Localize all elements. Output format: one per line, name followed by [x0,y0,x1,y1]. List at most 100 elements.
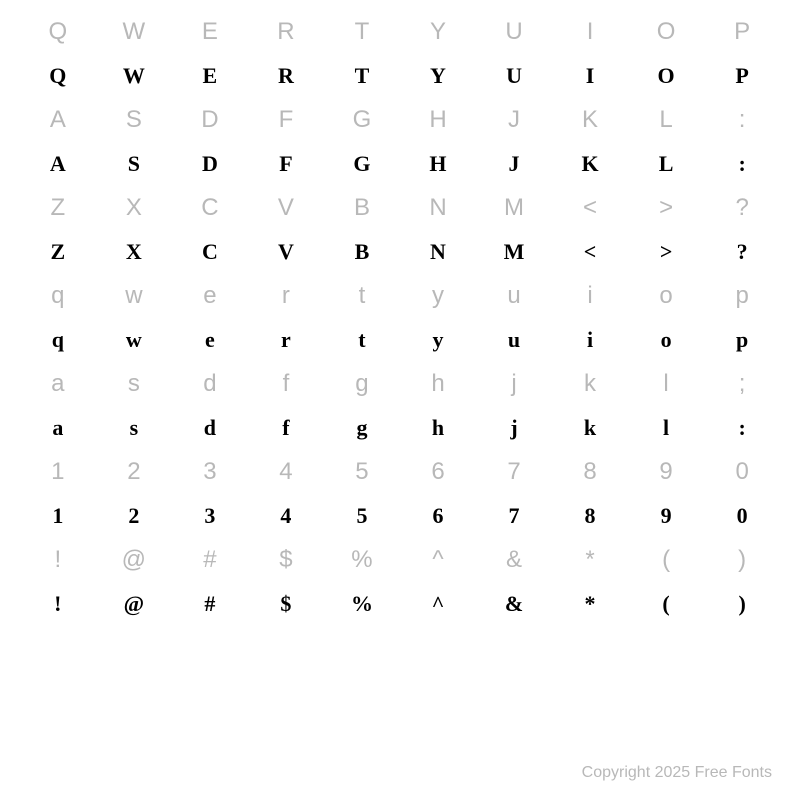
sample-glyph: : [738,142,745,186]
reference-glyph: t [359,274,366,318]
glyph-cell: @ [100,582,168,626]
sample-glyph: O [658,54,675,98]
reference-glyph: g [355,362,368,406]
glyph-row: A S D F G H J K L : [20,142,780,186]
sample-glyph: 7 [509,494,520,538]
glyph-row: q w e r t y u i o p [20,318,780,362]
glyph-row: a s d f g h j k l : [20,406,780,450]
sample-glyph: ? [737,230,748,274]
reference-glyph: 8 [583,450,596,494]
glyph-cell: r [252,318,320,362]
glyph-cell: M [480,186,548,230]
glyph-cell: Z [24,186,92,230]
sample-glyph: 0 [737,494,748,538]
sample-glyph: ) [738,582,745,626]
glyph-cell: 4 [252,450,320,494]
glyph-cell: ; [708,362,776,406]
glyph-cell: 8 [556,450,624,494]
glyph-cell: T [328,10,396,54]
reference-glyph: F [279,98,294,142]
reference-glyph: O [657,10,676,54]
reference-glyph: P [734,10,750,54]
glyph-cell: C [176,186,244,230]
glyph-cell: l [632,362,700,406]
glyph-cell: C [176,230,244,274]
glyph-cell: G [328,98,396,142]
glyph-cell: < [556,186,624,230]
glyph-cell: L [632,142,700,186]
reference-glyph: D [201,98,218,142]
glyph-cell: ? [708,230,776,274]
reference-glyph: ^ [432,538,443,582]
reference-glyph: M [504,186,524,230]
reference-glyph: % [351,538,372,582]
sample-glyph: p [736,318,748,362]
sample-glyph: j [510,406,517,450]
reference-glyph: B [354,186,370,230]
reference-glyph: e [203,274,216,318]
glyph-cell: $ [252,582,320,626]
glyph-cell: ) [708,538,776,582]
glyph-cell: d [176,406,244,450]
reference-glyph: C [201,186,218,230]
sample-glyph: * [585,582,596,626]
reference-glyph: R [277,10,294,54]
glyph-cell: ! [24,582,92,626]
glyph-cell: % [328,582,396,626]
reference-glyph: W [123,10,146,54]
glyph-cell: ) [708,582,776,626]
glyph-cell: h [404,406,472,450]
glyph-cell: f [252,406,320,450]
sample-glyph: H [429,142,446,186]
sample-glyph: @ [124,582,144,626]
glyph-cell: Y [404,54,472,98]
reference-glyph: Y [430,10,446,54]
sample-glyph: u [508,318,520,362]
reference-glyph: @ [122,538,146,582]
reference-glyph: * [585,538,594,582]
reference-glyph: K [582,98,598,142]
reference-glyph: G [353,98,372,142]
glyph-cell: R [252,54,320,98]
sample-glyph: S [128,142,140,186]
glyph-cell: A [24,142,92,186]
glyph-cell: ( [632,538,700,582]
glyph-cell: @ [100,538,168,582]
glyph-cell: J [480,98,548,142]
glyph-cell: H [404,98,472,142]
glyph-cell: r [252,274,320,318]
reference-glyph: ! [55,538,62,582]
glyph-cell: i [556,274,624,318]
glyph-cell: g [328,406,396,450]
reference-glyph: T [355,10,370,54]
glyph-cell: U [480,10,548,54]
reference-glyph: < [583,186,597,230]
glyph-cell: a [24,406,92,450]
sample-glyph: C [202,230,218,274]
glyph-specimen-table: Q W E R T Y U I O P Q W E R T Y U I O P … [20,10,780,626]
glyph-cell: 7 [480,494,548,538]
sample-glyph: 8 [585,494,596,538]
glyph-cell: o [632,318,700,362]
reference-glyph: I [587,10,594,54]
glyph-cell: K [556,98,624,142]
reference-glyph: J [508,98,520,142]
glyph-cell: w [100,318,168,362]
reference-glyph: 0 [735,450,748,494]
reference-glyph: 1 [51,450,64,494]
reference-glyph: 9 [659,450,672,494]
sample-glyph: N [430,230,446,274]
glyph-row: a s d f g h j k l ; [20,362,780,406]
glyph-cell: $ [252,538,320,582]
sample-glyph: < [584,230,597,274]
glyph-row: Q W E R T Y U I O P [20,10,780,54]
reference-glyph: U [505,10,522,54]
glyph-cell: j [480,362,548,406]
sample-glyph: Y [430,54,446,98]
sample-glyph: g [356,406,367,450]
glyph-row: 1 2 3 4 5 6 7 8 9 0 [20,494,780,538]
glyph-cell: & [480,538,548,582]
glyph-cell: M [480,230,548,274]
sample-glyph: X [126,230,142,274]
glyph-cell: > [632,230,700,274]
